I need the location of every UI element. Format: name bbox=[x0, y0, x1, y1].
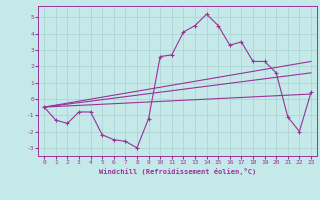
X-axis label: Windchill (Refroidissement éolien,°C): Windchill (Refroidissement éolien,°C) bbox=[99, 168, 256, 175]
